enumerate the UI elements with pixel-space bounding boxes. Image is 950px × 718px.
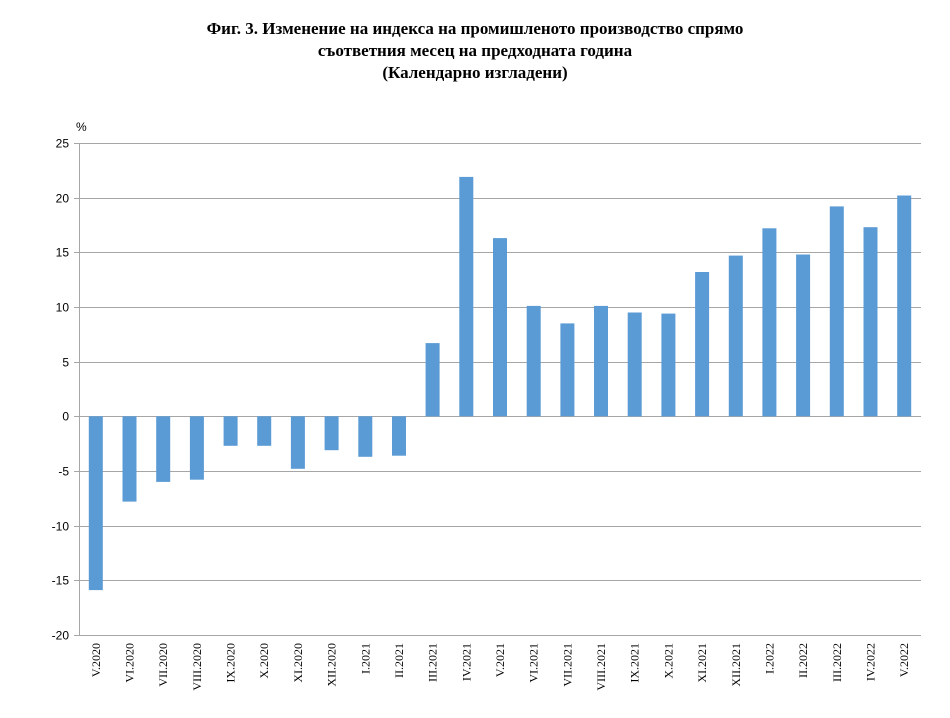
bar xyxy=(796,254,811,417)
x-tick-label: VII.2021 xyxy=(560,643,574,687)
x-tick-label: VIII.2021 xyxy=(594,643,608,691)
x-tick-label: IV.2022 xyxy=(863,643,877,681)
bar xyxy=(189,416,204,480)
bar xyxy=(459,176,474,417)
gridlines xyxy=(79,143,921,636)
x-tick-label: XI.2021 xyxy=(695,643,709,683)
x-tick-labels: V.2020 VI.2020 VII.2020 VIII.2020 IX.2020 X.2… xyxy=(89,643,911,691)
y-tick-label: 5 xyxy=(62,356,69,370)
y-tick-label: -5 xyxy=(58,465,69,479)
y-tick-label: 0 xyxy=(62,410,69,424)
x-tick-label: XI.2020 xyxy=(291,643,305,683)
bar xyxy=(863,227,878,417)
bar xyxy=(762,228,777,417)
x-tick-label: VIII.2020 xyxy=(190,643,204,691)
x-tick-label: VI.2021 xyxy=(527,643,541,683)
bar xyxy=(324,416,339,451)
y-tick-label: 20 xyxy=(56,192,70,206)
x-tick-label: X.2020 xyxy=(257,643,271,679)
x-tick-label: V.2021 xyxy=(493,643,507,677)
x-tick-label: III.2021 xyxy=(426,643,440,682)
y-tick-label: -10 xyxy=(52,520,70,534)
x-tick-label: V.2022 xyxy=(897,643,911,677)
bar xyxy=(695,272,710,417)
bar xyxy=(493,238,507,417)
x-tick-label: II.2022 xyxy=(796,643,810,678)
x-tick-label: VII.2020 xyxy=(156,643,170,687)
axes xyxy=(74,143,80,636)
bar xyxy=(425,343,440,417)
y-tick-label: 25 xyxy=(56,137,70,151)
y-tick-label: -20 xyxy=(52,629,70,643)
chart-title: Фиг. 3. Изменение на индекса на промишле… xyxy=(0,18,950,84)
y-tick-label: 10 xyxy=(56,301,70,315)
x-tick-label: I.2021 xyxy=(358,643,372,674)
bar xyxy=(122,416,137,502)
bar xyxy=(897,195,912,417)
chart-title-line-1: Фиг. 3. Изменение на индекса на промишле… xyxy=(206,19,744,38)
x-tick-label: II.2021 xyxy=(392,643,406,678)
y-tick-labels: 25 20 15 10 5 0 -5 -10 -15 -20 xyxy=(52,137,70,643)
bar xyxy=(526,305,541,417)
x-tick-label: I.2022 xyxy=(762,643,776,674)
y-axis-unit-label: % xyxy=(76,120,87,134)
y-tick-label: -15 xyxy=(52,574,70,588)
chart-title-line-3: (Календарно изгладени) xyxy=(382,63,568,82)
bar xyxy=(829,206,844,417)
chart-title-line-2: съответния месец на предходната година xyxy=(317,41,633,60)
bar xyxy=(594,305,608,417)
bar xyxy=(223,416,238,446)
bar xyxy=(728,255,743,417)
bar xyxy=(627,312,642,417)
x-tick-label: XII.2021 xyxy=(729,643,743,687)
bar xyxy=(392,416,406,456)
bar xyxy=(560,323,575,417)
bar xyxy=(156,416,171,482)
x-tick-label: VI.2020 xyxy=(123,643,137,683)
bar xyxy=(358,416,373,457)
bars xyxy=(88,176,912,591)
x-tick-label: III.2022 xyxy=(830,643,844,682)
x-tick-label: IX.2020 xyxy=(224,643,238,683)
x-tick-label: V.2020 xyxy=(89,643,103,677)
x-tick-label: X.2021 xyxy=(661,643,675,679)
y-tick-label: 15 xyxy=(56,246,70,260)
x-tick-label: XII.2020 xyxy=(325,643,339,687)
bar xyxy=(88,416,103,591)
x-tick-label: IX.2021 xyxy=(628,643,642,683)
bar xyxy=(257,416,272,446)
bar xyxy=(290,416,305,469)
bar xyxy=(661,313,676,417)
x-tick-label: IV.2021 xyxy=(459,643,473,681)
